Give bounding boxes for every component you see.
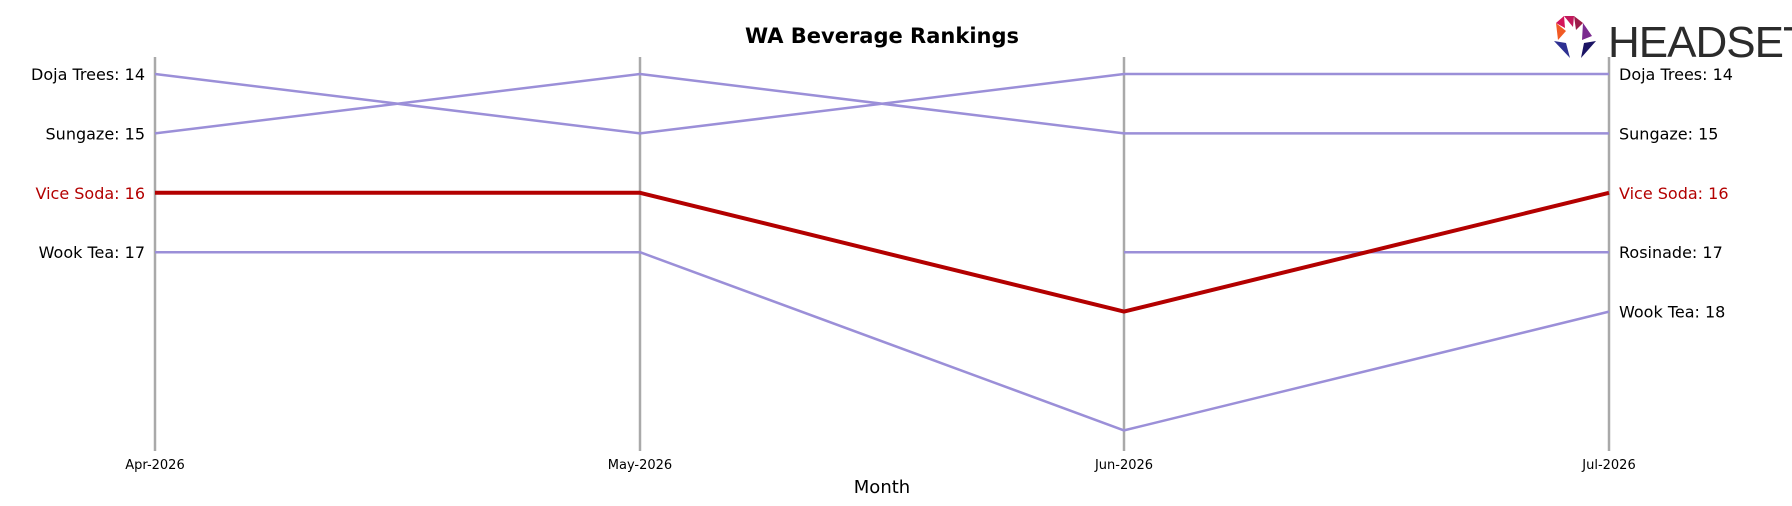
x-tick-label: May-2026 (608, 458, 672, 473)
x-axis-label: Month (854, 477, 910, 498)
headset-logo: HEADSET (1554, 16, 1792, 67)
x-tick-label: Jul-2026 (1581, 458, 1635, 473)
right-label-doja-trees: Doja Trees: 14 (1619, 65, 1733, 84)
chart-title: WA Beverage Rankings (745, 24, 1019, 48)
month-gridlines (153, 57, 1611, 451)
right-label-rosinade: Rosinade: 17 (1619, 243, 1723, 262)
x-tick-label: Jun-2026 (1094, 458, 1153, 473)
left-label-vice-soda: Vice Soda: 16 (35, 184, 145, 203)
left-label-wook-tea: Wook Tea: 17 (39, 243, 145, 262)
x-tick-label: Apr-2026 (125, 458, 184, 473)
headset-logo-text: HEADSET (1608, 18, 1792, 67)
left-label-doja-trees: Doja Trees: 14 (31, 65, 145, 84)
series-line-sungaze (154, 72, 1609, 135)
right-label-vice-soda: Vice Soda: 16 (1619, 184, 1729, 203)
series-line-vice-soda (155, 190, 1610, 314)
left-rank-labels: Doja Trees: 14 Sungaze: 15 Wook Tea: 17 Vic… (31, 65, 145, 262)
right-label-wook-tea: Wook Tea: 18 (1619, 303, 1725, 322)
right-label-sungaze: Sungaze: 15 (1619, 124, 1718, 143)
series-lines (154, 72, 1610, 432)
right-rank-labels: Doja Trees: 14 Sungaze: 15 Wook Tea: 18 Ros… (1619, 65, 1733, 322)
series-line-wook-tea (155, 250, 1610, 432)
left-label-sungaze: Sungaze: 15 (46, 124, 145, 143)
headset-logo-icon (1554, 16, 1596, 58)
x-tick-labels: Apr-2026 May-2026 Jun-2026 Jul-2026 (125, 458, 1635, 473)
